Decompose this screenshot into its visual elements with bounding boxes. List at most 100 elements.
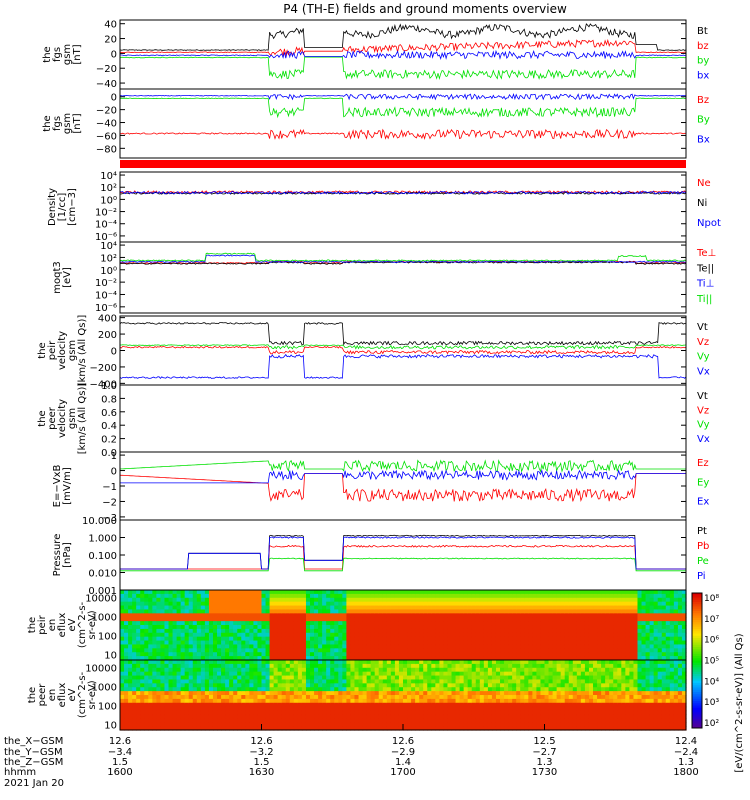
heatmap-cell: [362, 609, 368, 614]
heatmap-cell: [176, 714, 182, 719]
heatmap-cell: [318, 698, 323, 704]
heatmap-cell: [334, 652, 339, 657]
y-tick-label: 1: [111, 451, 117, 462]
heatmap-cell: [403, 613, 408, 618]
heatmap-cell: [572, 628, 578, 634]
heatmap-cell: [160, 597, 166, 603]
heatmap-cell: [621, 652, 626, 657]
heatmap-cell: [411, 671, 416, 677]
heatmap-cell: [390, 617, 396, 622]
heatmap-cell: [176, 617, 182, 622]
heatmap-cell: [475, 718, 481, 723]
heatmap-cell: [180, 621, 186, 626]
heatmap-cell: [124, 718, 129, 723]
heatmap-cell: [475, 648, 481, 653]
heatmap-cell: [439, 640, 445, 646]
heatmap-cell: [245, 613, 250, 618]
heatmap-cell: [326, 590, 331, 595]
heatmap-cell: [148, 656, 153, 661]
heatmap-cell: [281, 632, 287, 638]
heatmap-cell: [140, 628, 145, 634]
heatmap-cell: [297, 644, 303, 649]
heatmap-cell: [314, 632, 319, 638]
heatmap-cell: [584, 656, 590, 661]
heatmap-cell: [314, 605, 319, 611]
heatmap-cell: [524, 609, 529, 614]
heatmap-cell: [180, 613, 186, 618]
heatmap-cell: [524, 691, 529, 696]
heatmap-cell: [431, 679, 436, 684]
heatmap-cell: [164, 718, 170, 723]
heatmap-cell: [556, 683, 562, 688]
heatmap-cell: [229, 636, 234, 642]
heatmap-cell: [483, 648, 489, 653]
heatmap-cell: [188, 652, 194, 657]
heatmap-cell: [233, 593, 238, 599]
heatmap-cell: [597, 632, 602, 638]
heatmap-cell: [168, 597, 174, 603]
heatmap-cell: [540, 687, 546, 692]
heatmap-cell: [540, 636, 546, 642]
heatmap-cell: [124, 691, 129, 696]
heatmap-cell: [673, 597, 679, 603]
heatmap-cell: [358, 718, 364, 723]
heatmap-cell: [314, 679, 319, 684]
heatmap-cell: [330, 660, 335, 665]
heatmap-cell: [176, 663, 182, 669]
heatmap-cell: [544, 652, 550, 657]
heatmap-cell: [301, 644, 307, 649]
heatmap-cell: [532, 636, 538, 642]
heatmap-cell: [285, 683, 291, 688]
heatmap-cell: [495, 656, 501, 661]
heatmap-cell: [366, 628, 372, 634]
heatmap-cell: [350, 590, 356, 595]
heatmap-cell: [601, 590, 606, 595]
heatmap-cell: [366, 609, 372, 614]
heatmap-cell: [318, 621, 323, 626]
heatmap-cell: [156, 628, 162, 634]
heatmap-cell: [338, 625, 343, 630]
heatmap-cell: [419, 597, 424, 603]
heatmap-cell: [394, 663, 400, 669]
heatmap-cell: [310, 691, 315, 696]
heatmap-cell: [136, 590, 141, 595]
heatmap-cell: [249, 640, 255, 646]
heatmap-cell: [285, 640, 291, 646]
heatmap-cell: [204, 590, 210, 595]
heatmap-cell: [152, 628, 157, 634]
heatmap-cell: [580, 609, 586, 614]
heatmap-cell: [439, 621, 445, 626]
heatmap-cell: [241, 683, 246, 688]
heatmap-cell: [661, 609, 667, 614]
heatmap-cell: [120, 593, 125, 599]
heatmap-cell: [217, 679, 222, 684]
heatmap-cell: [403, 609, 408, 614]
heatmap-cell: [540, 695, 546, 700]
heatmap-cell: [625, 628, 630, 634]
heatmap-cell: [273, 617, 279, 622]
heatmap-cell: [200, 636, 206, 642]
heatmap-cell: [560, 679, 566, 684]
heatmap-cell: [524, 597, 529, 603]
heatmap-cell: [524, 722, 529, 727]
heatmap-cell: [560, 648, 566, 653]
heatmap-cell: [443, 652, 449, 657]
heatmap-cell: [455, 718, 461, 723]
heatmap-cell: [512, 632, 517, 638]
heatmap-cell: [403, 726, 408, 731]
heatmap-cell: [346, 656, 352, 661]
heatmap-cell: [128, 671, 133, 677]
heatmap-cell: [483, 722, 489, 727]
heatmap-cell: [225, 679, 230, 684]
heatmap-cell: [204, 640, 210, 646]
heatmap-cell: [423, 652, 428, 657]
heatmap-cell: [225, 671, 230, 677]
heatmap-cell: [407, 714, 412, 719]
heatmap-cell: [374, 710, 380, 716]
heatmap-cell: [621, 656, 626, 661]
heatmap-cell: [273, 679, 279, 684]
heatmap-cell: [439, 601, 445, 607]
heatmap-cell: [285, 632, 291, 638]
heatmap-cell: [285, 605, 291, 611]
heatmap-cell: [164, 621, 170, 626]
